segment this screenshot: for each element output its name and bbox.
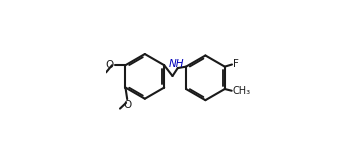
Text: NH: NH (169, 59, 184, 69)
Text: O: O (106, 60, 114, 70)
Text: O: O (123, 100, 131, 110)
Text: F: F (233, 60, 239, 70)
Text: CH₃: CH₃ (232, 86, 251, 96)
